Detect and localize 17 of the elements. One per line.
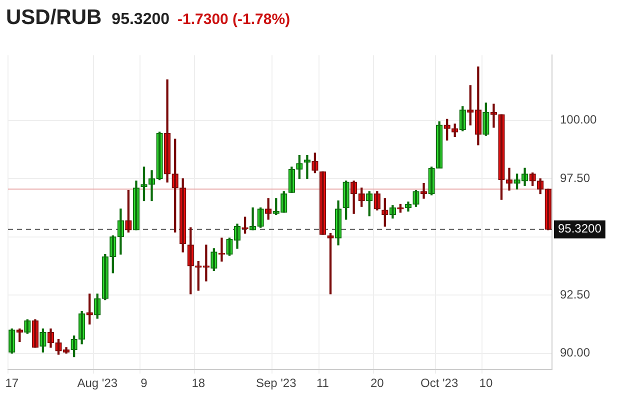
x-tick-label: 20 <box>370 376 384 390</box>
chart-subtitle: 95.3200 <box>112 11 170 29</box>
x-tick-label: 11 <box>316 376 330 390</box>
text: -1.7300 (-1.78%) <box>178 11 290 28</box>
y-tick-label: 92.50 <box>560 287 590 302</box>
x-tick-label: Sep '23 <box>256 376 297 390</box>
x-tick-label: 10 <box>479 376 493 390</box>
x-tick-label: 9 <box>140 376 148 390</box>
y-tick-label: 97.50 <box>560 170 590 185</box>
x-tick-label: 17 <box>5 376 19 390</box>
chart-title: USD/RUB <box>6 6 102 30</box>
y-tick-label: 100.00 <box>560 112 598 127</box>
ref-line-label: 95.3200 <box>558 222 602 236</box>
x-tick-label: 18 <box>192 376 206 390</box>
x-tick-label: Aug '23 <box>77 376 118 390</box>
y-tick-label: 90.00 <box>560 346 590 360</box>
x-tick-label: Oct '23 <box>420 376 458 390</box>
